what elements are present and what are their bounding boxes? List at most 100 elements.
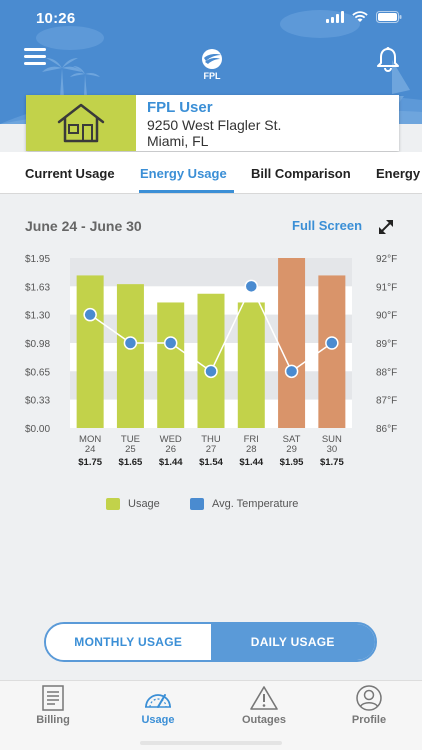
x-tick-day: TUE <box>121 434 140 445</box>
temperature-swatch <box>190 498 204 510</box>
y-left-tick: $0.33 <box>25 396 50 407</box>
account-name: FPL User <box>147 99 213 116</box>
temperature-point <box>123 336 138 350</box>
nav-outages[interactable]: Outages <box>224 685 304 726</box>
x-tick-day: MON <box>79 434 101 445</box>
account-address-line1: 9250 West Flagler St. <box>147 117 282 133</box>
y-right-tick: 86°F <box>376 424 397 435</box>
usage-tabs: Current Usage Energy Usage Bill Comparis… <box>0 152 422 194</box>
bar-value-label: $1.65 <box>119 457 143 468</box>
tab-bill-comparison[interactable]: Bill Comparison <box>251 166 351 181</box>
fpl-logo-text: FPL <box>204 71 222 81</box>
account-card[interactable]: FPL User 9250 West Flagler St. Miami, FL <box>26 95 399 151</box>
bar-value-label: $1.44 <box>159 457 183 468</box>
account-address-line2: Miami, FL <box>147 133 209 149</box>
legend-avg-temperature: Avg. Temperature <box>190 498 298 510</box>
x-tick-day: SUN <box>322 434 342 445</box>
usage-swatch <box>106 498 120 510</box>
y-right-tick: 91°F <box>376 282 397 293</box>
usage-bar <box>157 302 185 428</box>
legend-usage-label: Usage <box>128 498 160 510</box>
temperature-point <box>284 364 299 379</box>
status-time: 10:26 <box>36 10 76 27</box>
bar-value-label: $1.95 <box>280 457 304 468</box>
x-tick-date: 30 <box>327 444 338 455</box>
temperature-point <box>244 279 259 294</box>
menu-line-icon <box>24 55 46 58</box>
y-right-tick: 87°F <box>376 396 397 407</box>
bar-value-label: $1.54 <box>199 457 223 468</box>
y-left-tick: $1.30 <box>25 311 50 322</box>
nav-usage[interactable]: Usage <box>118 685 198 726</box>
x-tick-date: 26 <box>165 444 176 455</box>
tab-current-usage[interactable]: Current Usage <box>25 166 115 181</box>
bell-icon[interactable] <box>376 46 400 72</box>
usage-bar <box>76 275 104 428</box>
x-tick-day: THU <box>201 434 221 445</box>
battery-icon <box>376 11 402 23</box>
temperature-point <box>204 364 218 379</box>
y-right-tick: 90°F <box>376 311 397 322</box>
nav-profile[interactable]: Profile <box>329 685 409 726</box>
x-tick-day: FRI <box>244 434 259 445</box>
x-tick-date: 24 <box>85 444 96 455</box>
grid-band <box>70 258 352 287</box>
y-right-tick: 89°F <box>376 339 397 350</box>
nav-billing-label: Billing <box>36 714 70 726</box>
y-left-tick: $1.95 <box>25 254 50 265</box>
legend-temperature-label: Avg. Temperature <box>212 498 299 510</box>
tab-energy-usage[interactable]: Energy Usage <box>140 166 227 181</box>
profile-icon <box>356 685 382 711</box>
signal-icon <box>326 11 344 23</box>
monthly-usage-button[interactable]: MONTHLY USAGE <box>46 624 211 660</box>
menu-line-icon <box>24 48 46 51</box>
home-indicator <box>140 741 282 745</box>
usage-period-toggle: MONTHLY USAGE DAILY USAGE <box>44 622 377 662</box>
account-info: FPL User 9250 West Flagler St. Miami, FL <box>147 99 281 149</box>
wifi-icon <box>352 11 368 22</box>
y-right-tick: 88°F <box>376 367 397 378</box>
status-bar: 10:26 <box>0 0 422 36</box>
x-tick-date: 25 <box>125 444 136 455</box>
y-left-tick: $1.63 <box>25 282 50 293</box>
bar-value-label: $1.75 <box>78 457 102 468</box>
y-right-tick: 92°F <box>376 254 397 265</box>
gauge-icon <box>145 694 171 708</box>
house-icon <box>57 103 105 143</box>
x-tick-day: SAT <box>283 434 301 445</box>
bottom-nav: Billing Usage Outages Profile <box>0 680 422 750</box>
x-tick-date: 29 <box>286 444 297 455</box>
y-left-tick: $0.65 <box>25 367 50 378</box>
expand-icon[interactable] <box>376 217 396 237</box>
x-tick-date: 27 <box>206 444 217 455</box>
temperature-point <box>163 336 178 350</box>
temperature-point <box>83 307 97 322</box>
nav-outages-label: Outages <box>241 714 286 726</box>
daily-usage-button[interactable]: DAILY USAGE <box>210 624 375 660</box>
temperature-point <box>325 336 339 350</box>
menu-line-icon <box>24 62 46 65</box>
account-icon-panel <box>26 95 136 151</box>
x-tick-day: WED <box>160 434 182 445</box>
x-tick-date: 28 <box>246 444 257 455</box>
nav-billing[interactable]: Billing <box>13 685 93 726</box>
y-left-tick: $0.00 <box>25 424 50 435</box>
energy-usage-chart: $0.00 $0.33 $0.65 $0.98 $1.30 $1.63 $1.95 86°F 8… <box>25 254 397 468</box>
nav-profile-label: Profile <box>351 714 387 726</box>
y-left-tick: $0.98 <box>25 339 50 350</box>
full-screen-link[interactable]: Full Screen <box>292 218 363 233</box>
warning-icon <box>250 686 278 710</box>
active-tab-indicator <box>139 190 234 193</box>
tab-energy[interactable]: Energy <box>376 166 421 181</box>
legend-usage: Usage <box>106 498 160 510</box>
hamburger-menu-button[interactable] <box>24 48 46 66</box>
bar-value-label: $1.44 <box>239 457 263 468</box>
date-range: June 24 - June 30 <box>25 218 142 234</box>
fpl-logo-icon: FPL <box>202 49 222 81</box>
status-icons <box>326 11 402 23</box>
bar-value-label: $1.75 <box>320 457 344 468</box>
usage-bar <box>278 258 306 428</box>
usage-bar <box>197 293 225 428</box>
usage-bar <box>116 284 144 428</box>
billing-icon <box>42 685 64 711</box>
